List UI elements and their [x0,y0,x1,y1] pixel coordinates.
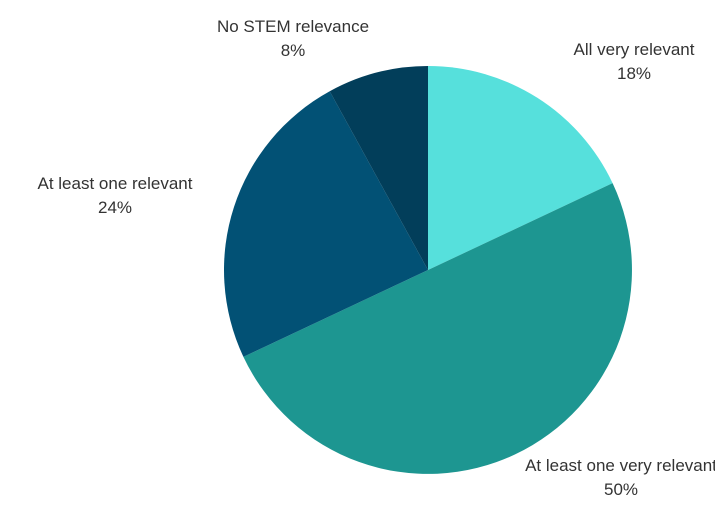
pie-slice-no-stem-relevance [329,66,428,270]
slice-value-label: 18% [617,64,651,83]
slice-label-all-very-relevant: All very relevant 18% [574,40,695,83]
slice-label-line: All very relevant [574,40,695,59]
slice-label-line: At least one relevant [38,174,193,193]
pie-slice-at-least-one-very-relevant [243,183,632,474]
slice-label-no-stem-relevance: No STEM relevance 8% [217,17,369,60]
slice-value-label: 24% [98,198,132,217]
pie-slice-at-least-one-relevant [224,91,428,357]
pie-labels: All very relevant 18% At least one very re… [38,17,715,499]
pie-slices [224,66,632,474]
slice-label-line: No STEM relevance [217,17,369,36]
slice-label-line: At least one very relevant [525,456,715,475]
slice-label-at-least-one-relevant: At least one relevant 24% [38,174,193,217]
slice-value-label: 8% [281,41,306,60]
slice-label-at-least-one-very-relevant: At least one very relevant 50% [525,456,715,499]
slice-value-label: 50% [604,480,638,499]
pie-slice-all-very-relevant [428,66,613,270]
